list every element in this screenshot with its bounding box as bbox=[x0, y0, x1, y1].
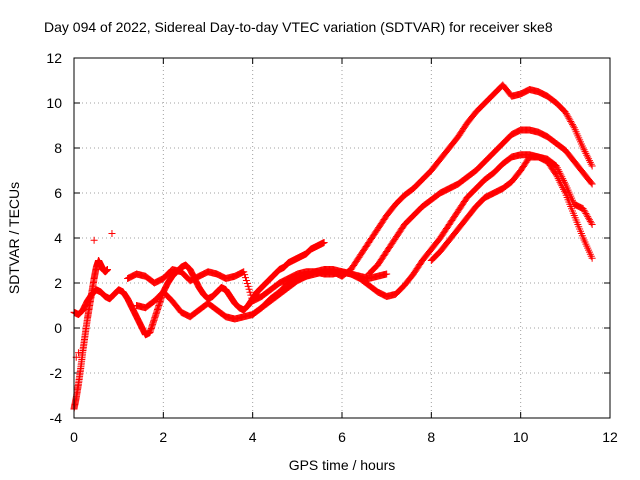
data-point bbox=[569, 122, 577, 130]
x-tick-label: 4 bbox=[249, 429, 257, 445]
y-tick-label: 10 bbox=[46, 95, 62, 111]
data-point bbox=[567, 117, 575, 125]
y-tick-label: 4 bbox=[54, 230, 62, 246]
data-point bbox=[568, 121, 576, 129]
data-point bbox=[587, 219, 595, 227]
data-point bbox=[583, 151, 591, 159]
data-point bbox=[244, 282, 252, 290]
data-point bbox=[243, 279, 251, 287]
y-tick-labels: -4 -2 0 2 4 6 8 10 12 bbox=[46, 50, 62, 426]
data-point bbox=[553, 164, 561, 172]
chart-title: Day 094 of 2022, Sidereal Day-to-day VTE… bbox=[44, 19, 553, 35]
data-point bbox=[565, 114, 573, 122]
data-point bbox=[240, 268, 248, 276]
data-point bbox=[558, 173, 566, 181]
series-arc-5 bbox=[249, 81, 596, 318]
data-point bbox=[588, 180, 596, 188]
data-point bbox=[108, 230, 116, 237]
data-point bbox=[241, 271, 249, 279]
data-point bbox=[583, 211, 591, 219]
data-point bbox=[587, 179, 595, 187]
data-point bbox=[90, 236, 98, 244]
x-tick-label: 8 bbox=[427, 429, 435, 445]
data-points bbox=[70, 81, 596, 413]
data-point bbox=[556, 169, 564, 177]
data-point bbox=[561, 108, 569, 116]
data-point bbox=[581, 148, 589, 156]
data-point bbox=[560, 176, 568, 184]
y-tick-label: 0 bbox=[54, 320, 62, 336]
x-tick-label: 0 bbox=[70, 429, 78, 445]
data-point bbox=[246, 288, 254, 296]
data-point bbox=[74, 349, 82, 357]
data-point bbox=[554, 166, 562, 174]
data-point bbox=[245, 285, 253, 293]
y-tick-label: -4 bbox=[50, 410, 63, 426]
data-point bbox=[242, 274, 250, 282]
series-arc-1 bbox=[70, 257, 111, 413]
series-arc-2 bbox=[70, 239, 328, 339]
data-point bbox=[568, 119, 576, 127]
x-tick-label: 2 bbox=[159, 429, 167, 445]
data-point bbox=[557, 171, 565, 179]
data-point bbox=[580, 146, 588, 154]
series-arc-7 bbox=[427, 153, 596, 264]
data-point bbox=[552, 162, 560, 170]
data-point bbox=[242, 277, 250, 285]
series-arc-6 bbox=[365, 126, 596, 278]
data-point bbox=[586, 217, 594, 225]
data-point bbox=[585, 157, 593, 165]
data-point bbox=[585, 214, 593, 222]
data-point bbox=[585, 216, 593, 224]
data-point bbox=[581, 208, 589, 216]
x-tick-label: 6 bbox=[338, 429, 346, 445]
data-point bbox=[586, 158, 594, 166]
data-point bbox=[104, 266, 111, 273]
data-point bbox=[582, 149, 590, 157]
data-point bbox=[585, 155, 593, 163]
x-axis-label: GPS time / hours bbox=[289, 457, 396, 473]
data-point bbox=[564, 113, 572, 121]
data-point bbox=[247, 291, 255, 299]
data-point bbox=[588, 254, 596, 262]
data-point bbox=[562, 110, 570, 118]
data-point bbox=[580, 206, 588, 214]
x-tick-label: 10 bbox=[513, 429, 529, 445]
data-point bbox=[584, 153, 592, 161]
data-point bbox=[560, 178, 568, 186]
y-tick-label: 8 bbox=[54, 140, 62, 156]
data-point bbox=[559, 175, 567, 183]
grid bbox=[74, 58, 610, 418]
data-point bbox=[588, 162, 596, 170]
data-point bbox=[320, 239, 328, 246]
y-tick-label: 6 bbox=[54, 185, 62, 201]
data-point bbox=[555, 167, 563, 175]
x-tick-label: 12 bbox=[602, 429, 618, 445]
data-point bbox=[579, 144, 587, 152]
data-point bbox=[383, 270, 391, 278]
y-tick-label: -2 bbox=[50, 365, 63, 381]
data-point bbox=[566, 116, 574, 124]
plot-area bbox=[73, 57, 611, 419]
data-point bbox=[588, 221, 596, 228]
y-tick-label: 12 bbox=[46, 50, 62, 66]
data-point bbox=[587, 160, 595, 168]
data-point bbox=[584, 213, 592, 221]
x-tick-labels: 0 2 4 6 8 10 12 bbox=[70, 429, 618, 445]
y-tick-label: 2 bbox=[54, 275, 62, 291]
y-axis-label: SDTVAR / TECUs bbox=[6, 182, 22, 294]
data-point bbox=[582, 209, 590, 217]
data-point bbox=[579, 205, 587, 213]
data-point bbox=[563, 111, 571, 119]
